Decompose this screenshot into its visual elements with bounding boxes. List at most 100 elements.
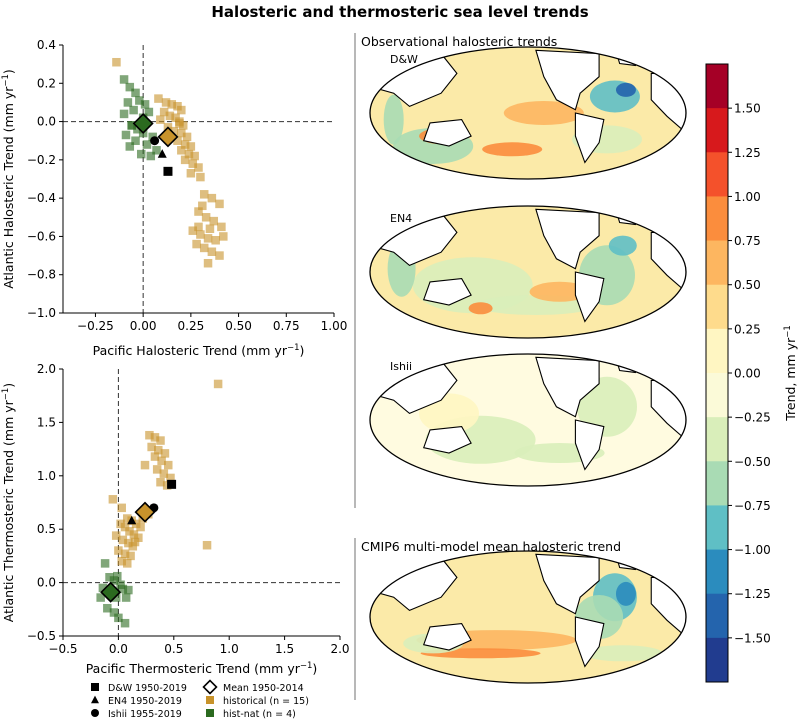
historical-point xyxy=(129,530,139,539)
historical-point xyxy=(147,442,156,452)
historical-point xyxy=(165,111,175,121)
hist-nat-point xyxy=(131,88,140,98)
historical-point xyxy=(136,522,145,532)
historical-point xyxy=(112,57,121,67)
historical-point xyxy=(201,213,211,222)
hist-nat-point xyxy=(133,124,142,134)
historical-point xyxy=(169,126,178,136)
anomaly-patch xyxy=(615,82,636,97)
map-panel-label: EN4 xyxy=(390,212,412,225)
historical-point xyxy=(213,379,223,389)
map-panel: EN4 xyxy=(369,205,687,339)
colorbar-tick-label: 0.50 xyxy=(734,278,761,292)
historical-point xyxy=(134,533,143,542)
hist-nat-point xyxy=(105,573,114,582)
hist-nat-point xyxy=(129,105,138,115)
map-panel: Ishii xyxy=(369,353,687,487)
landmass xyxy=(422,119,472,147)
anomaly-patch xyxy=(503,101,584,125)
x-tick-label: 0.50 xyxy=(225,319,252,333)
colorbar-segment xyxy=(706,637,728,683)
historical-point xyxy=(160,449,170,458)
historical-point xyxy=(211,236,220,245)
historical-point xyxy=(205,224,215,234)
legend-label: Mean 1950-2014 xyxy=(223,683,304,694)
hist-nat-point xyxy=(120,618,130,628)
x-tick-label: −0.25 xyxy=(77,319,114,333)
historical-point xyxy=(194,207,203,216)
colorbar-segment xyxy=(706,152,728,197)
hist-nat-point xyxy=(98,583,108,593)
colorbar-segment xyxy=(706,461,728,506)
historical-point xyxy=(199,243,209,253)
landmass xyxy=(535,208,600,270)
y-tick-label: 0.5 xyxy=(37,522,56,536)
y-tick-label: −0.8 xyxy=(27,268,56,282)
historical-point xyxy=(124,538,133,548)
map-panel-label: D&W xyxy=(390,53,418,66)
landmass xyxy=(422,278,472,306)
colorbar-tick-label: 1.25 xyxy=(734,146,761,160)
landmass xyxy=(614,206,643,226)
legend-marker xyxy=(202,679,218,695)
historical-point xyxy=(198,201,207,211)
y-tick-label: 0.2 xyxy=(37,76,56,90)
historical-point xyxy=(126,551,135,561)
landmass xyxy=(574,112,605,164)
landmass xyxy=(614,354,643,374)
historical-point xyxy=(130,537,140,547)
historical-point xyxy=(177,105,186,115)
ishii-marker xyxy=(150,136,160,146)
hist-nat-point xyxy=(113,571,122,581)
map-panels: D&W EN4 Ishii xyxy=(369,46,687,684)
x-tick-label: −0.5 xyxy=(48,642,77,656)
colorbar-segment xyxy=(706,549,728,595)
landmass xyxy=(614,47,643,67)
historical-point xyxy=(120,522,130,532)
y-tick-label: 1.0 xyxy=(37,469,56,483)
legend-marker xyxy=(91,683,99,691)
anomaly-patch xyxy=(383,94,404,145)
anomaly-patch xyxy=(529,281,590,302)
hist-nat-point xyxy=(103,603,112,613)
historical-point xyxy=(154,94,163,103)
map-panel-label: Ishii xyxy=(390,360,412,373)
historical-point xyxy=(215,251,224,260)
historical-point xyxy=(111,531,121,540)
historical-mean-marker xyxy=(157,126,179,148)
historical-point xyxy=(207,247,217,256)
y-tick-label: 2.0 xyxy=(37,362,56,376)
landmass xyxy=(535,49,600,111)
colorbar-segment xyxy=(706,240,728,286)
anomaly-patch xyxy=(482,142,543,157)
historical-point xyxy=(188,159,198,168)
colorbar-segment xyxy=(706,328,728,374)
historical-point xyxy=(154,445,163,455)
hist-nat-point xyxy=(142,140,152,149)
historical-point xyxy=(120,549,130,559)
historical-point xyxy=(156,115,165,124)
en4-marker xyxy=(127,515,137,525)
hist-nat-point xyxy=(152,146,161,155)
x-tick-label: 1.0 xyxy=(220,642,239,656)
hist-nat-point xyxy=(124,585,133,595)
historical-point xyxy=(186,169,196,178)
historical-point xyxy=(128,542,138,551)
legend-marker xyxy=(91,709,99,717)
historical-point xyxy=(156,436,165,445)
historical-point xyxy=(192,239,201,249)
colorbar-tick-label: 0.00 xyxy=(734,367,761,381)
map-outline xyxy=(369,205,687,339)
figure-title: Halosteric and thermosteric sea level tr… xyxy=(211,3,588,21)
hist-nat-mean-marker xyxy=(132,112,154,134)
hist-nat-point xyxy=(140,100,150,109)
x-tick-label: 0.0 xyxy=(109,642,128,656)
hist-nat-point xyxy=(109,576,119,585)
legend-label: EN4 1950-2019 xyxy=(108,696,182,707)
x-tick-label: 0.25 xyxy=(178,319,205,333)
colorbar-tick-label: 1.00 xyxy=(734,190,761,204)
historical-point xyxy=(196,230,205,239)
landmass xyxy=(422,426,472,454)
y-tick-label: 0.0 xyxy=(37,576,56,590)
